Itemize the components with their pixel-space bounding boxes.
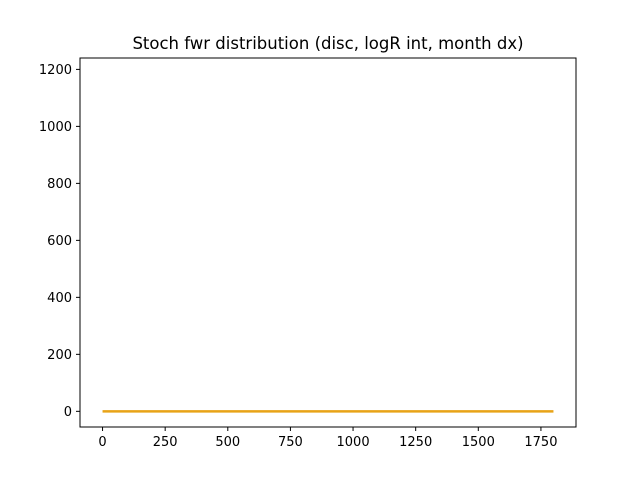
x-tick-label: 1500 [462,435,495,450]
x-tick-label: 500 [215,435,240,450]
x-tick-label: 1000 [337,435,370,450]
chart-title: Stoch fwr distribution (disc, logR int, … [132,34,523,53]
x-tick-label: 1750 [524,435,557,450]
x-tick-label: 750 [278,435,303,450]
y-axis-ticks: 0 200 400 600 800 1000 1200 [39,63,80,420]
x-tick-label: 250 [153,435,178,450]
y-tick-label: 800 [47,177,72,192]
y-tick-label: 400 [47,291,72,306]
x-tick-label: 1250 [399,435,432,450]
x-axis-ticks: 0 250 500 750 1000 1250 1500 1750 [98,427,557,450]
y-tick-label: 600 [47,234,72,249]
x-tick-label: 0 [98,435,106,450]
y-tick-label: 200 [47,348,72,363]
plot-frame [79,57,577,428]
y-tick-label: 1200 [39,63,72,78]
y-tick-label: 1000 [39,120,72,135]
y-tick-label: 0 [64,405,72,420]
